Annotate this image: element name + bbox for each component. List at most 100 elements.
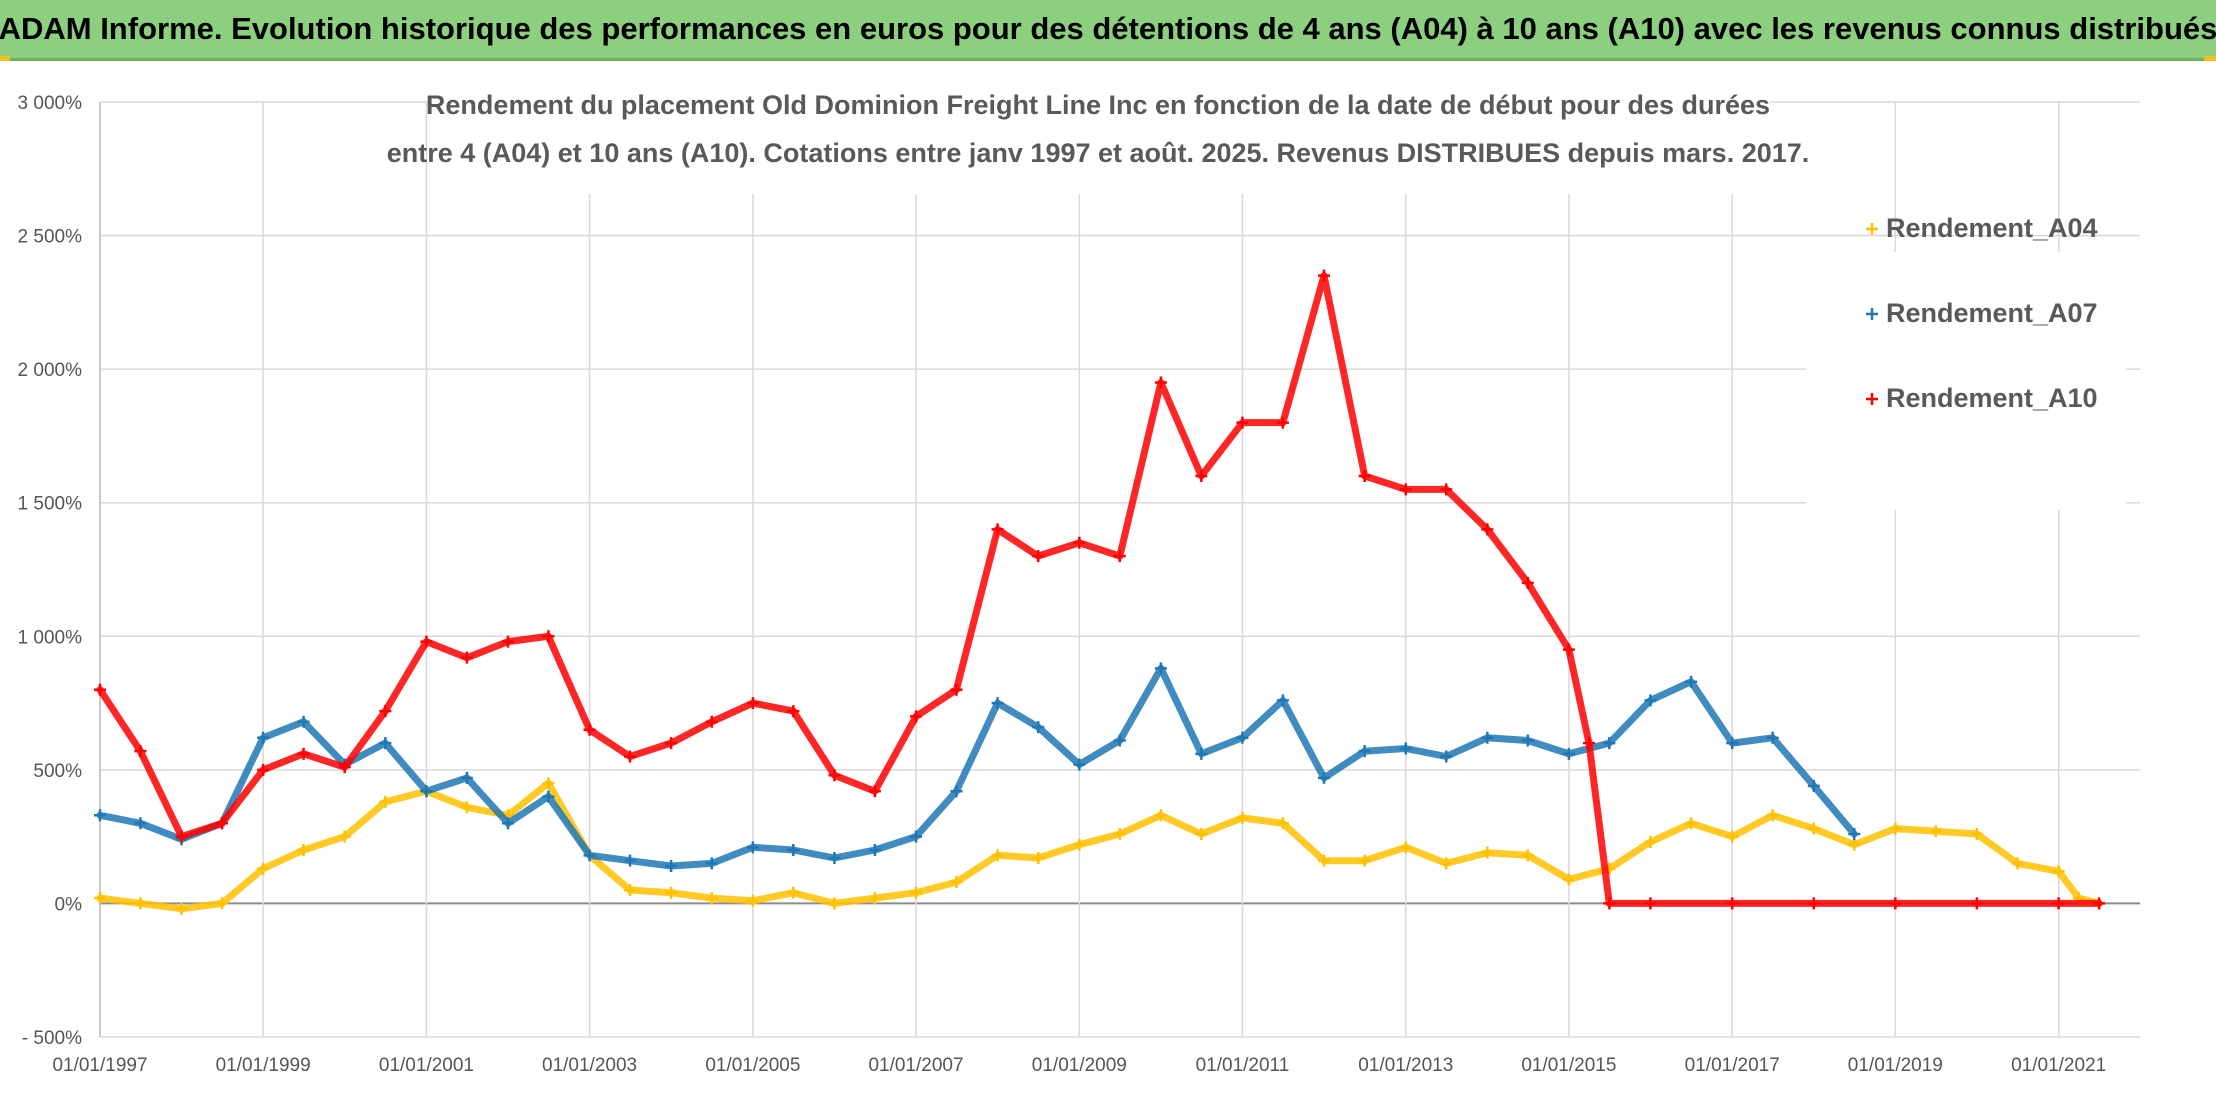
data-point <box>623 854 636 867</box>
data-point <box>1195 470 1208 482</box>
x-axis-tick-labels: 01/01/1997 01/01/1999 01/01/2001 01/01/2003… <box>52 1055 2106 1076</box>
data-point <box>1276 694 1289 707</box>
data-point <box>1113 550 1126 563</box>
page-title: ADAM Informe. Evolution historique des p… <box>0 11 2216 46</box>
data-point <box>828 769 841 782</box>
data-point <box>134 897 147 910</box>
data-point <box>950 683 963 696</box>
data-point <box>665 886 678 899</box>
data-point <box>1644 835 1657 848</box>
series-trace <box>96 664 1858 870</box>
data-point <box>868 892 881 905</box>
y-tick-label: 2 500% <box>18 227 83 248</box>
data-point <box>1481 523 1494 536</box>
data-point <box>1440 483 1453 496</box>
subtitle-background <box>430 82 1770 194</box>
data-point <box>1358 470 1371 482</box>
data-point <box>1195 827 1208 840</box>
data-point <box>1521 576 1534 589</box>
data-point <box>1318 771 1330 784</box>
data-point <box>991 697 1004 710</box>
data-point <box>379 705 392 718</box>
data-point <box>2011 857 2024 870</box>
chart-subtitle-line-1: Rendement du placement Old Dominion Frei… <box>426 90 1770 120</box>
x-tick-label: 01/01/2015 <box>1521 1055 1616 1076</box>
data-point <box>1318 269 1330 282</box>
x-tick-label: 01/01/2021 <box>2011 1055 2106 1076</box>
data-point <box>2052 897 2065 910</box>
data-point <box>1073 536 1086 549</box>
data-point <box>1113 734 1126 747</box>
data-point <box>705 715 718 728</box>
data-point <box>379 795 392 808</box>
series-trace <box>96 779 2103 913</box>
data-point <box>1073 838 1086 851</box>
data-point <box>1603 737 1616 750</box>
chart: - 500% 0% 500% 1 000% 1 500% 2 000% 2 500% 3 00… <box>18 82 2140 1076</box>
legend-marker <box>1866 308 1878 320</box>
x-tick-label: 01/01/2007 <box>868 1055 963 1076</box>
data-point <box>665 860 678 873</box>
data-point <box>910 886 922 899</box>
data-point <box>1113 827 1126 840</box>
data-point <box>787 705 800 718</box>
data-point <box>746 697 759 710</box>
data-point <box>1726 897 1739 910</box>
data-point <box>1276 817 1289 830</box>
data-point <box>420 785 433 798</box>
data-point <box>787 844 800 856</box>
data-point <box>1276 416 1289 429</box>
data-point <box>1521 849 1534 862</box>
data-point <box>175 830 188 843</box>
data-point <box>1766 809 1779 822</box>
data-point <box>1848 838 1861 851</box>
data-point <box>215 817 228 830</box>
data-point <box>257 763 270 776</box>
data-point <box>868 785 881 798</box>
y-tick-label: - 500% <box>22 1028 82 1049</box>
data-point <box>420 635 433 648</box>
y-tick-label: 1 000% <box>18 627 83 648</box>
data-point <box>94 809 106 822</box>
data-point <box>705 857 718 870</box>
data-point <box>1726 737 1739 750</box>
data-point <box>2093 897 2106 910</box>
data-point <box>1807 897 1820 910</box>
legend-marker <box>1866 223 1878 235</box>
data-point <box>787 886 800 899</box>
data-point <box>94 892 106 905</box>
data-point <box>828 897 841 910</box>
series-Rendement_A10 <box>94 269 2106 910</box>
legend: Rendement_A04 Rendement_A07 Rendement_A10 <box>1806 213 2126 510</box>
x-tick-label: 01/01/1997 <box>52 1055 147 1076</box>
data-point <box>257 862 270 875</box>
data-point <box>2052 865 2065 878</box>
data-point <box>705 892 718 905</box>
y-axis-tick-labels: - 500% 0% 500% 1 000% 1 500% 2 000% 2 500% 3 00… <box>18 93 83 1049</box>
data-point <box>950 876 963 889</box>
data-point <box>297 844 310 856</box>
data-point <box>583 849 596 862</box>
data-point <box>1154 376 1167 389</box>
data-point <box>746 841 759 854</box>
data-point <box>910 830 922 843</box>
series-Rendement_A04 <box>94 777 2106 915</box>
y-tick-label: 0% <box>55 894 83 915</box>
data-point <box>460 651 473 664</box>
data-point <box>1929 825 1942 838</box>
data-point <box>1032 721 1045 734</box>
legend-background <box>1806 252 2126 510</box>
data-point <box>1154 809 1167 822</box>
data-point <box>1562 873 1575 886</box>
series-trace <box>96 272 2103 907</box>
y-tick-label: 1 500% <box>18 494 83 515</box>
data-point <box>1440 857 1453 870</box>
data-point <box>1766 731 1779 744</box>
data-point <box>1970 897 1983 910</box>
data-point <box>1889 822 1902 835</box>
data-point <box>542 790 555 803</box>
data-point <box>215 897 228 910</box>
data-point <box>94 683 106 696</box>
data-point <box>1236 811 1249 824</box>
legend-label: Rendement_A07 <box>1886 298 2098 328</box>
